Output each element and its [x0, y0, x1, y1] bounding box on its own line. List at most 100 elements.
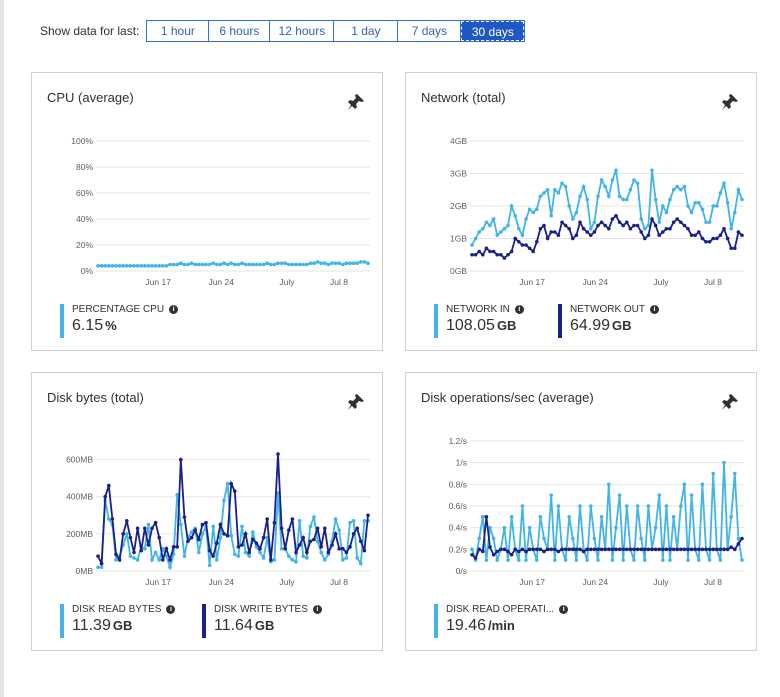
data-point [470, 252, 474, 257]
data-point [733, 471, 737, 476]
data-point [585, 230, 589, 234]
data-point [473, 236, 478, 241]
time-range-label: Show data for last: [40, 24, 140, 38]
data-point [581, 226, 586, 231]
x-tick-label: July [279, 577, 295, 587]
pin-icon[interactable] [721, 393, 739, 411]
data-point [664, 547, 669, 552]
data-point [722, 181, 726, 186]
data-point [150, 264, 154, 268]
data-point [617, 194, 622, 199]
data-point [150, 526, 154, 531]
disk-operations-card[interactable]: Disk operations/sec (average) 0/s 0.2/s 0.… [405, 372, 757, 651]
data-point [625, 197, 629, 202]
data-point [661, 204, 665, 208]
data-point [661, 558, 665, 562]
data-point [509, 249, 514, 254]
data-point [675, 547, 679, 552]
info-icon[interactable]: i [166, 605, 176, 614]
disk-bytes-card[interactable]: Disk bytes (total) 0MB 200MB 400MB 600MB Jun… [31, 372, 383, 651]
data-point [240, 261, 244, 265]
data-point [567, 515, 571, 519]
cpu-card[interactable]: CPU (average) 0% 20% 40% 60% 80% 100% Jun 17 Ju… [31, 72, 383, 351]
data-point [571, 217, 575, 221]
card-title: Disk bytes (total) [47, 390, 144, 405]
range-1-hour-button[interactable]: 1 hour [147, 21, 210, 41]
data-point [607, 482, 611, 487]
data-point [668, 547, 672, 552]
range-1-day-button[interactable]: 1 day [334, 21, 399, 41]
data-point [189, 530, 194, 534]
info-icon[interactable]: i [559, 605, 569, 614]
data-point [535, 239, 539, 244]
data-point [686, 204, 690, 208]
pin-icon[interactable] [347, 93, 365, 111]
data-point [182, 515, 187, 519]
data-point [132, 556, 136, 560]
data-point [639, 230, 643, 234]
metric-unit: GB [612, 318, 632, 333]
data-point [718, 547, 723, 552]
pin-icon[interactable] [721, 93, 739, 111]
data-point [567, 226, 571, 231]
data-point [323, 526, 327, 531]
y-tick-label: 20% [76, 240, 93, 250]
data-point [215, 541, 219, 545]
network-card[interactable]: Network (total) 0GB 1GB 2GB 3GB 4GB Jun 17 Jun… [405, 72, 757, 351]
data-point [168, 262, 172, 267]
data-point [225, 262, 230, 267]
metric-label: DISK WRITE BYTES [214, 604, 308, 615]
data-point [581, 184, 586, 189]
data-point [362, 519, 367, 523]
info-icon[interactable]: i [650, 305, 659, 314]
data-point [269, 558, 273, 562]
data-point [222, 261, 226, 265]
data-point [682, 547, 687, 552]
data-point [197, 262, 201, 267]
data-point [679, 220, 683, 225]
info-icon[interactable]: i [312, 605, 322, 614]
data-point [488, 249, 492, 254]
data-point [657, 220, 661, 225]
data-point [527, 525, 532, 530]
x-tick-label: Jul 8 [704, 277, 722, 287]
data-point [243, 550, 248, 555]
data-point [610, 558, 615, 562]
range-6-hours-button[interactable]: 6 hours [209, 21, 271, 41]
data-point [625, 220, 629, 225]
info-icon[interactable]: i [169, 305, 179, 314]
data-point [135, 264, 140, 268]
data-point [297, 262, 302, 267]
info-icon[interactable]: i [514, 305, 524, 314]
data-point [294, 262, 298, 267]
data-point [110, 264, 115, 268]
data-point [635, 504, 640, 508]
metric-label: DISK READ BYTES [72, 604, 162, 615]
data-point [229, 481, 233, 486]
x-tick-label: Jun 17 [519, 277, 545, 287]
metric-value: 108.05 [446, 317, 495, 334]
pin-icon[interactable] [347, 393, 365, 411]
data-point [715, 547, 719, 552]
disk-operations-chart[interactable]: 0/s 0.2/s 0.4/s 0.6/s 0.8/s 1/s 1.2/s Jun 17 Jun… [418, 431, 748, 601]
data-point [506, 223, 510, 228]
data-point [193, 262, 197, 267]
data-point [725, 236, 730, 241]
range-12-hours-button[interactable]: 12 hours [270, 21, 335, 41]
data-point [650, 217, 654, 221]
data-point [132, 550, 136, 555]
data-point [625, 547, 629, 552]
network-chart[interactable]: 0GB 1GB 2GB 3GB 4GB Jun 17 Jun 24 July Jul 8 [418, 131, 748, 301]
metric-value: 11.39 [72, 617, 111, 634]
x-tick-label: July [279, 277, 295, 287]
x-tick-label: Jun 17 [145, 577, 171, 587]
range-7-days-button[interactable]: 7 days [398, 21, 462, 41]
range-30-days-button[interactable]: 30 days [461, 21, 525, 41]
data-point [207, 548, 212, 553]
disk-bytes-chart[interactable]: 0MB 200MB 400MB 600MB Jun 17 Jun 24 July Jul 8 [44, 431, 374, 601]
cpu-chart[interactable]: 0% 20% 40% 60% 80% 100% Jun 17 Jun 24 July Jul 8 [44, 131, 374, 301]
data-point [542, 536, 546, 541]
data-point [538, 194, 543, 199]
x-tick-label: Jun 17 [145, 277, 171, 287]
data-point [499, 252, 503, 257]
